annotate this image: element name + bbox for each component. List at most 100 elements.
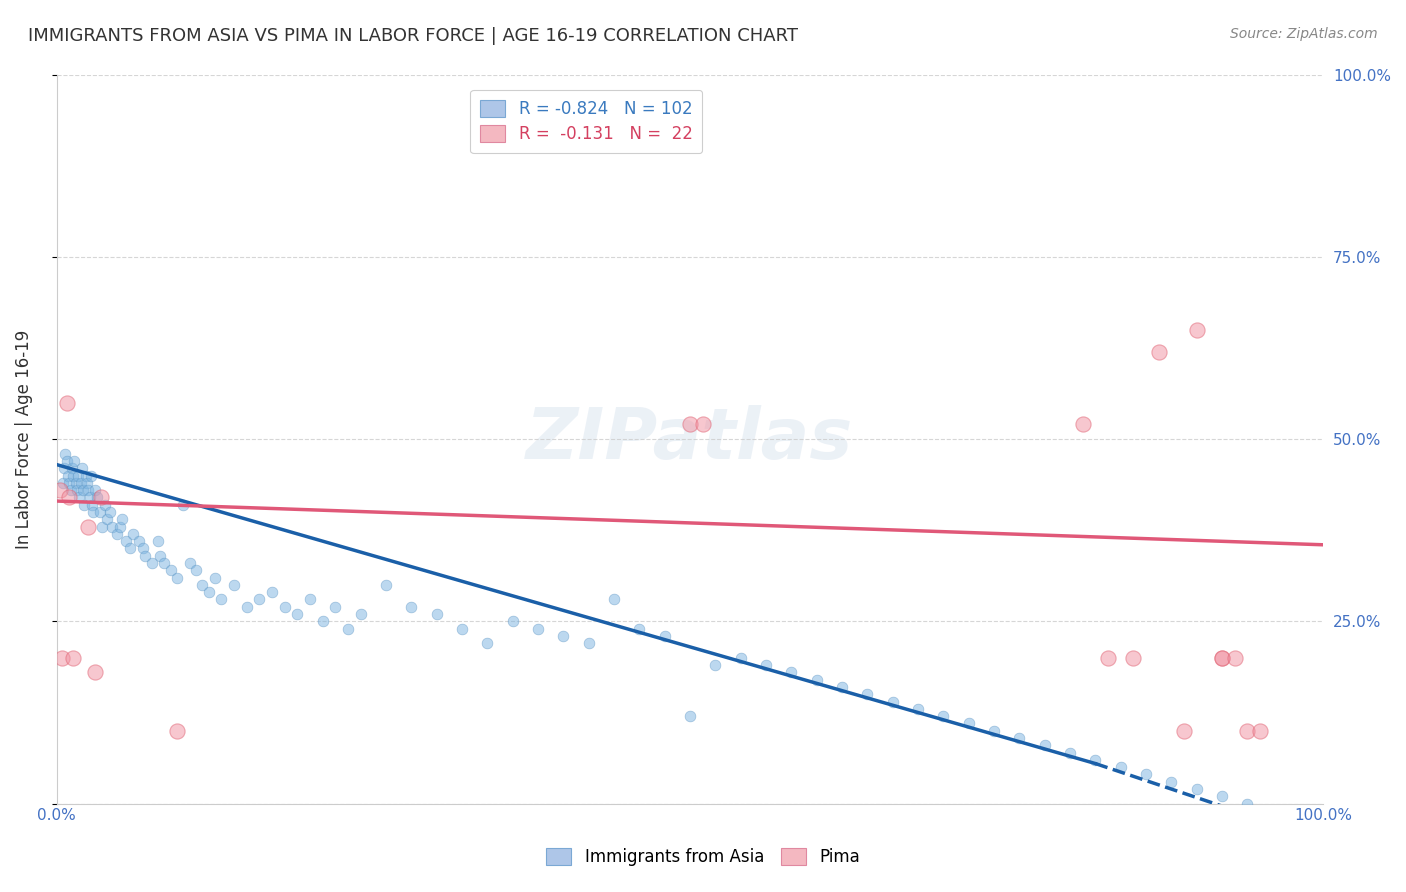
Point: [52, 475, 75, 490]
Point: [426, 607, 449, 621]
Point: [55, 395, 77, 409]
Point: [80, 498, 103, 512]
Point: [166, 723, 188, 738]
Point: [58, 475, 80, 490]
Point: [704, 658, 727, 673]
Point: [957, 716, 980, 731]
Point: [247, 592, 270, 607]
Point: [336, 622, 359, 636]
Text: ZIPatlas: ZIPatlas: [526, 405, 853, 474]
Point: [235, 599, 257, 614]
Point: [70, 461, 93, 475]
Point: [1211, 789, 1233, 804]
Point: [806, 673, 828, 687]
Point: [1223, 650, 1246, 665]
Point: [107, 526, 129, 541]
Point: [1173, 723, 1195, 738]
Point: [692, 417, 714, 432]
Point: [1135, 767, 1157, 781]
Point: [62, 650, 84, 665]
Point: [184, 563, 207, 577]
Point: [260, 585, 283, 599]
Point: [73, 498, 96, 512]
Point: [578, 636, 600, 650]
Point: [56, 468, 79, 483]
Point: [197, 585, 219, 599]
Point: [120, 541, 142, 556]
Point: [96, 512, 118, 526]
Point: [82, 505, 104, 519]
Point: [755, 658, 778, 673]
Point: [153, 556, 176, 570]
Point: [374, 578, 396, 592]
Point: [90, 491, 112, 505]
Y-axis label: In Labor Force | Age 16-19: In Labor Force | Age 16-19: [15, 329, 32, 549]
Point: [553, 629, 575, 643]
Point: [53, 461, 76, 475]
Point: [1236, 723, 1258, 738]
Text: Source: ZipAtlas.com: Source: ZipAtlas.com: [1230, 27, 1378, 41]
Point: [93, 498, 115, 512]
Point: [67, 491, 90, 505]
Point: [59, 483, 82, 497]
Point: [1071, 417, 1094, 432]
Point: [83, 665, 105, 680]
Point: [477, 636, 499, 650]
Point: [111, 512, 134, 526]
Point: [401, 599, 423, 614]
Point: [83, 483, 105, 497]
Point: [159, 563, 181, 577]
Text: IMMIGRANTS FROM ASIA VS PIMA IN LABOR FORCE | AGE 16-19 CORRELATION CHART: IMMIGRANTS FROM ASIA VS PIMA IN LABOR FO…: [28, 27, 799, 45]
Point: [1033, 739, 1056, 753]
Legend: Immigrants from Asia, Pima: Immigrants from Asia, Pima: [538, 840, 868, 875]
Point: [141, 556, 163, 570]
Point: [1249, 723, 1271, 738]
Point: [134, 549, 156, 563]
Point: [66, 483, 89, 497]
Point: [72, 483, 94, 497]
Point: [89, 505, 111, 519]
Point: [108, 519, 131, 533]
Point: [128, 534, 150, 549]
Point: [907, 702, 929, 716]
Point: [1084, 753, 1107, 767]
Point: [932, 709, 955, 723]
Point: [527, 622, 550, 636]
Point: [780, 665, 803, 680]
Point: [222, 578, 245, 592]
Point: [77, 519, 100, 533]
Point: [730, 650, 752, 665]
Point: [654, 629, 676, 643]
Point: [55, 447, 77, 461]
Point: [298, 592, 321, 607]
Point: [1109, 760, 1132, 774]
Point: [831, 680, 853, 694]
Point: [1122, 650, 1144, 665]
Point: [69, 475, 91, 490]
Point: [1185, 782, 1208, 797]
Point: [628, 622, 651, 636]
Point: [67, 468, 90, 483]
Point: [1160, 774, 1182, 789]
Point: [451, 622, 474, 636]
Point: [65, 475, 87, 490]
Point: [179, 556, 201, 570]
Point: [679, 417, 702, 432]
Point: [856, 687, 879, 701]
Point: [172, 498, 194, 512]
Point: [311, 615, 333, 629]
Point: [1008, 731, 1031, 745]
Point: [1097, 650, 1119, 665]
Point: [603, 592, 626, 607]
Point: [983, 723, 1005, 738]
Point: [679, 709, 702, 723]
Point: [349, 607, 371, 621]
Point: [51, 650, 73, 665]
Point: [60, 461, 83, 475]
Point: [1059, 746, 1081, 760]
Point: [49, 483, 72, 497]
Point: [63, 454, 86, 468]
Point: [101, 519, 124, 533]
Point: [77, 483, 100, 497]
Point: [86, 491, 108, 505]
